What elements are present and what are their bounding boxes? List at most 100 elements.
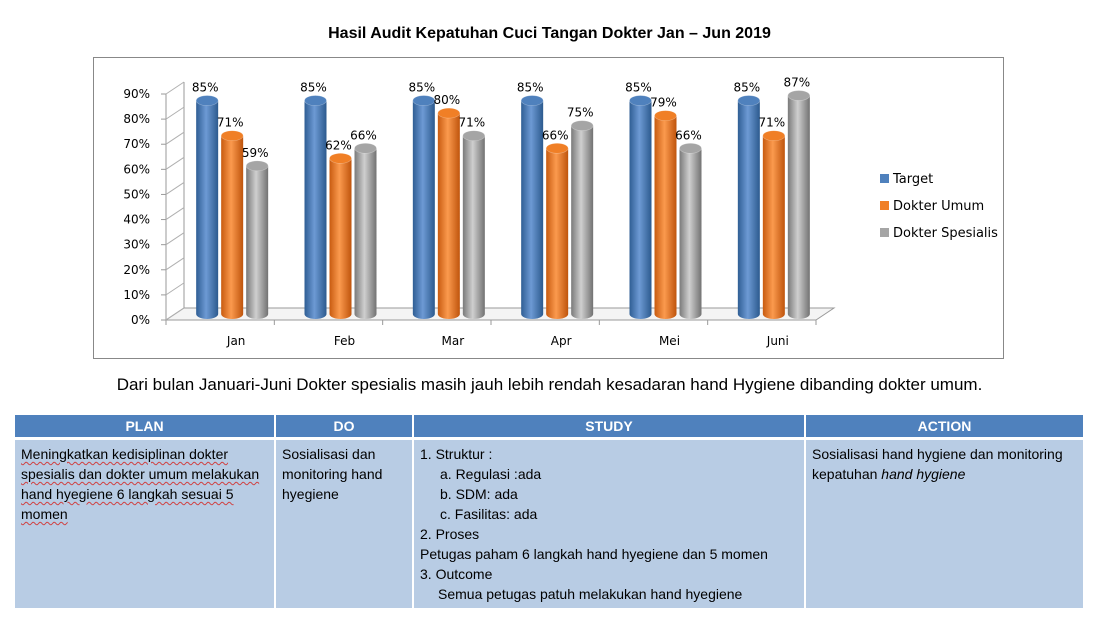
y-tick-label: 0% [131,313,150,327]
x-tick-label: Mei [659,334,680,348]
study-line: Petugas paham 6 langkah hand hyegiene da… [420,546,768,562]
bar-top [654,110,677,121]
action-text: Sosialisasi hand hygiene dan monitoring … [812,446,1063,482]
data-label: 85% [300,81,327,95]
legend-label: Dokter Spesialis [893,226,998,241]
bar-body [437,113,460,319]
y-grid-diagonal [165,257,185,271]
data-label: 71% [758,116,785,130]
plan-text: Meningkatkan kedisiplinan dokter spesial… [21,446,260,522]
study-line: c. Fasilitas: ada [440,506,538,522]
table-header-row: PLAN DO STUDY ACTION [15,415,1083,440]
study-line: a. Regulasi :ada [440,466,542,482]
y-grid-diagonal [165,131,185,145]
data-label: 85% [408,81,435,95]
legend-swatch [880,228,889,237]
data-label: 85% [625,81,652,95]
legend-label: Dokter Umum [893,199,984,214]
legend: Target Dokter Umum Dokter Spesialis [880,172,998,241]
bar-body [462,135,485,319]
study-line: Semua petugas patuh melakukan hand hyegi… [438,586,743,602]
y-tick-label: 30% [123,238,150,252]
data-labels: 85%71%59%85%62%66%85%80%71%85%66%75%85%7… [192,76,810,160]
bar-body [629,100,652,319]
x-tick-label: Mar [442,334,465,348]
bar-dokter-spesialis [462,130,486,319]
bar-dokter-spesialis [245,160,269,319]
header-action: ACTION [805,415,1083,440]
bar-top [437,107,461,119]
bar-body [787,95,810,320]
bar-dokter-umum [437,107,461,319]
bar-top [354,142,377,154]
y-grid-diagonal [165,307,185,321]
bar-top [245,160,269,172]
pdsa-table: PLAN DO STUDY ACTION Meningkatkan kedisi… [15,415,1083,608]
data-label: 71% [458,116,485,130]
x-tick-label: Jan [226,334,246,348]
data-label: 59% [242,146,269,160]
x-axis: Jan Feb Mar Apr Mei Juni [165,320,817,348]
bar-chart: 0% 10% 20% 30% 40% 50% 60% 70% 80% 90% Jan Feb Mar A… [123,76,998,348]
x-tick-label: Juni [766,334,789,348]
do-cell: Sosialisasi dan monitoring hand hyegiene [275,438,414,608]
bar-body [196,100,219,319]
chart-title: Hasil Audit Kepatuhan Cuci Tangan Dokter… [328,25,771,42]
legend-swatch [880,174,889,183]
bar-body [246,165,269,319]
bar-body [546,148,569,319]
study-line: 3. Outcome [420,566,493,582]
study-line: 1. Struktur : [420,446,493,462]
bar-dokter-spesialis [354,142,377,319]
bar-target [304,95,327,319]
bar-dokter-spesialis [787,90,811,320]
bar-dokter-spesialis [570,120,594,320]
bar-top [520,95,544,106]
x-tick-label: Feb [334,334,355,348]
header-study: STUDY [413,415,806,440]
y-grid-diagonal [165,207,185,220]
y-grid-diagonal [165,156,185,170]
data-label: 75% [567,106,594,120]
bar-top [570,120,594,131]
bar-dokter-spesialis [679,142,702,319]
legend-label: Target [892,172,933,187]
bar-top [787,90,811,101]
bar-top [412,95,436,106]
y-tick-label: 60% [123,162,150,176]
bar-top [545,142,569,154]
bar-top [462,130,486,142]
bar-dokter-umum [220,130,244,319]
y-tick-label: 20% [123,263,150,277]
bar-top [629,95,652,106]
summary-text: Dari bulan Januari-Juni Dokter spesialis… [116,375,983,394]
y-grid-diagonal [165,106,185,120]
y-grid-diagonal [165,81,185,95]
y-axis: 0% 10% 20% 30% 40% 50% 60% 70% 80% 90% [123,81,185,327]
bar-dokter-umum [762,130,786,319]
bar-dokter-umum [329,153,352,319]
bar-top [304,95,327,106]
bar-body [521,100,544,319]
bar-body [762,135,785,319]
plan-cell: Meningkatkan kedisiplinan dokter spesial… [15,438,276,608]
bar-target [520,95,544,319]
bar-top [195,95,219,106]
bar-target [737,95,761,319]
bar-body [571,125,594,320]
y-tick-label: 70% [123,137,150,151]
data-label: 85% [192,81,219,95]
y-grid-diagonal [165,232,185,246]
data-label: 80% [433,93,460,107]
data-label: 62% [325,138,352,152]
bar-target [195,95,219,319]
bar-top [737,95,761,106]
chart-frame: 0% 10% 20% 30% 40% 50% 60% 70% 80% 90% Jan Feb Mar A… [93,57,1004,359]
bar-target [412,95,436,319]
header-plan: PLAN [15,415,276,440]
bars [195,90,811,320]
data-label: 85% [517,81,544,95]
bar-top [220,130,244,142]
data-label: 87% [783,76,810,90]
data-label: 79% [650,96,677,110]
